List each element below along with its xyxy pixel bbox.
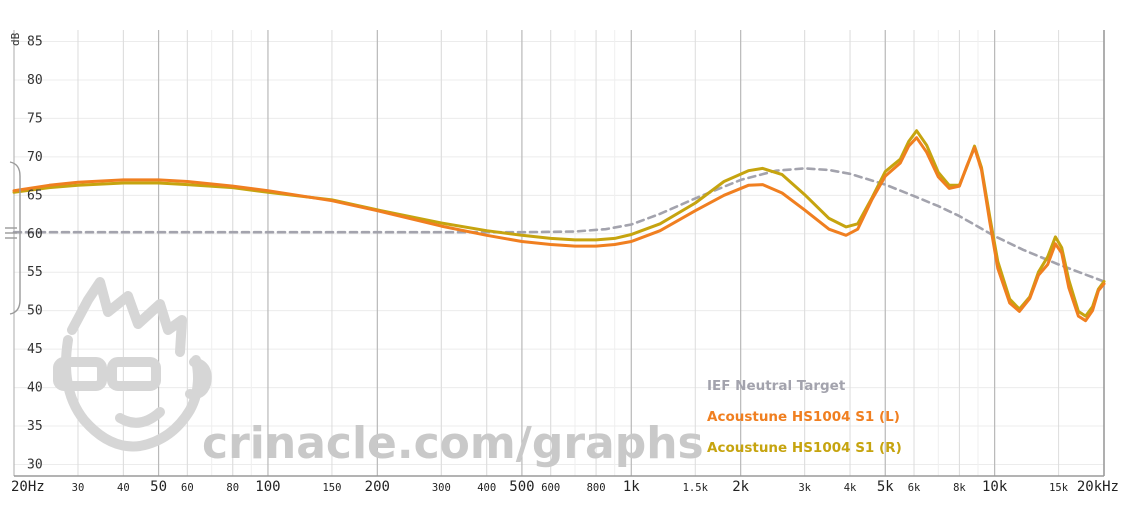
- x-tick-label: 80: [226, 482, 239, 494]
- x-tick-label: 6k: [908, 482, 921, 494]
- x-tick-label: 50: [150, 479, 167, 495]
- series-layer: [12, 129, 1106, 323]
- x-tick-label: 400: [477, 482, 496, 494]
- y-tick-label: 70: [27, 150, 43, 165]
- y-tick-label: 45: [27, 342, 43, 357]
- x-tick-label: 600: [541, 482, 560, 494]
- x-tick-label: 3k: [798, 482, 811, 494]
- y-tick-label: 60: [27, 227, 43, 242]
- x-tick-label: 200: [365, 479, 390, 495]
- legend-entry[interactable]: Acoustune HS1004 S1 (L): [707, 409, 900, 425]
- y-scale-handle[interactable]: [5, 161, 21, 315]
- series-line-2: [12, 129, 1106, 318]
- legend-entry[interactable]: Acoustune HS1004 S1 (R): [707, 440, 902, 456]
- x-tick-label: 300: [432, 482, 451, 494]
- x-tick-label: 4k: [844, 482, 857, 494]
- x-tick-label: 1k: [623, 479, 640, 495]
- x-tick-label: 5k: [877, 479, 894, 495]
- x-tick-label: 1.5k: [683, 482, 709, 494]
- legend-entry[interactable]: IEF Neutral Target: [707, 378, 846, 394]
- x-tick-label: 30: [72, 482, 85, 494]
- y-tick-label: 50: [27, 304, 43, 319]
- x-tick-label: 500: [509, 479, 534, 495]
- x-tick-label: 2k: [732, 479, 749, 495]
- x-tick-label: 60: [181, 482, 194, 494]
- legend: IEF Neutral Target Acoustune HS1004 S1 (L…: [707, 378, 902, 456]
- grid: [13, 30, 1105, 477]
- y-axis: 30 35 40 45 50 55 60 65 70 75 80 85: [27, 35, 43, 473]
- series-line-0: [12, 167, 1106, 283]
- x-tick-label: 15k: [1049, 482, 1069, 494]
- y-tick-label: 30: [27, 457, 43, 472]
- y-tick-label: 65: [27, 188, 43, 203]
- x-tick-label: 150: [322, 482, 341, 494]
- x-tick-label: 800: [587, 482, 606, 494]
- y-tick-label: 80: [27, 73, 43, 88]
- series-line-1: [12, 136, 1106, 323]
- y-tick-label: 40: [27, 381, 43, 396]
- x-tick-label: 20Hz: [11, 479, 45, 495]
- y-tick-label: 35: [27, 419, 43, 434]
- x-tick-label: 10k: [982, 479, 1008, 495]
- y-tick-label: 85: [27, 35, 43, 50]
- x-tick-label: 40: [117, 482, 130, 494]
- watermark-text: crinacle.com/graphs: [202, 418, 704, 469]
- y-tick-label: 75: [27, 111, 43, 126]
- x-axis: 20Hz 30 40 50 60 80 100 150 200 300 400 500 600 800 1k…: [11, 479, 1119, 495]
- y-axis-label: dB: [9, 32, 22, 46]
- x-tick-label: 100: [255, 479, 280, 495]
- x-tick-label: 20kHz: [1077, 479, 1119, 495]
- crinacle-mascot-logo: [53, 277, 212, 452]
- y-tick-label: 55: [27, 265, 43, 280]
- x-tick-label: 8k: [953, 482, 966, 494]
